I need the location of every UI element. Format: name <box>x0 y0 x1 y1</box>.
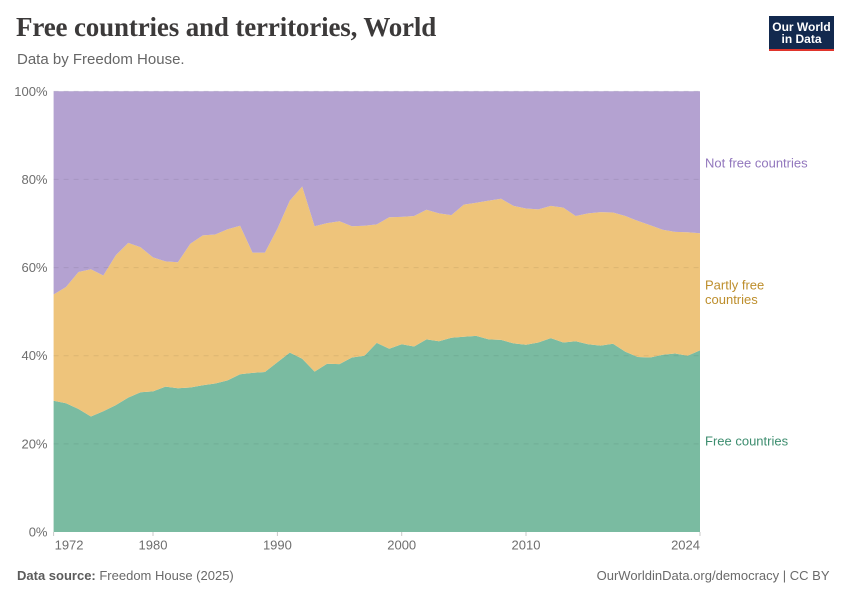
svg-text:Free countries: Free countries <box>705 434 789 449</box>
svg-text:80%: 80% <box>21 172 47 187</box>
svg-text:2024: 2024 <box>671 538 700 553</box>
svg-text:Not free countries: Not free countries <box>705 156 808 171</box>
svg-text:2000: 2000 <box>387 538 416 553</box>
svg-text:20%: 20% <box>21 436 47 451</box>
svg-text:countries: countries <box>705 292 758 307</box>
svg-text:2010: 2010 <box>512 538 541 553</box>
svg-text:100%: 100% <box>14 84 48 99</box>
svg-text:0%: 0% <box>29 525 48 540</box>
svg-text:1980: 1980 <box>139 538 168 553</box>
svg-text:Partly free: Partly free <box>705 278 764 293</box>
svg-text:40%: 40% <box>21 348 47 363</box>
svg-text:1972: 1972 <box>55 538 84 553</box>
svg-text:1990: 1990 <box>263 538 292 553</box>
svg-text:60%: 60% <box>21 260 47 275</box>
